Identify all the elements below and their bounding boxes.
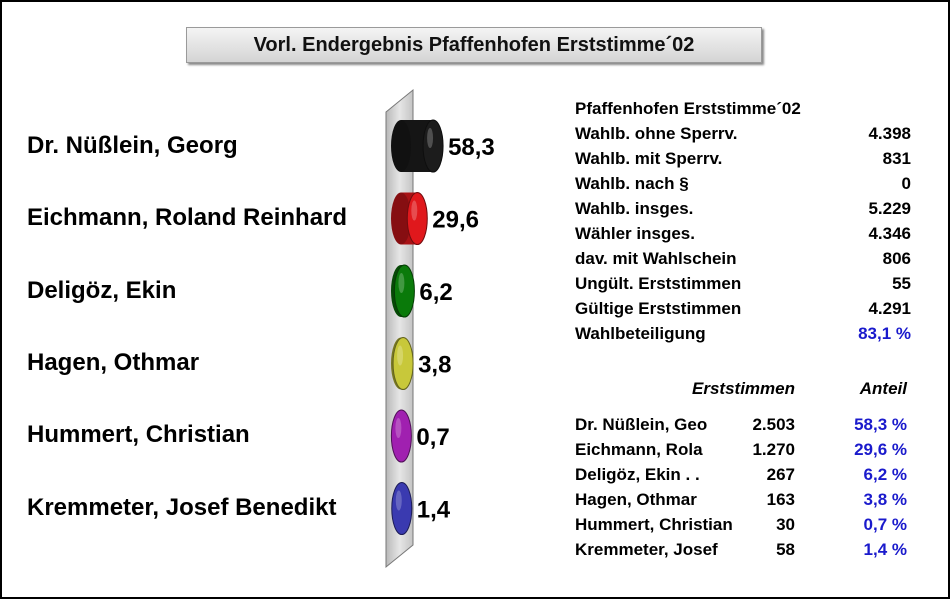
bar-2 — [391, 192, 428, 245]
value-label-6: 1,4 — [417, 497, 451, 524]
stat-row: Ungült. Erststimmen 55 — [575, 271, 911, 296]
bar-3 — [391, 264, 415, 318]
table-row: Dr. Nüßlein, Geo 2.503 58,3 % — [575, 412, 911, 437]
candidate-name-4: Hagen, Othmar — [27, 349, 200, 376]
stat-label: dav. mit Wahlschein — [575, 249, 737, 268]
result-votes: 2.503 — [752, 415, 795, 434]
candidate-name-3: Deligöz, Ekin — [27, 277, 177, 304]
bar-cap — [392, 337, 414, 390]
result-name: Eichmann, Rola — [575, 440, 703, 459]
stat-label: Wahlbeteiligung — [575, 324, 706, 343]
candidate-name-6: Kremmeter, Josef Benedikt — [27, 494, 337, 521]
result-votes: 30 — [776, 515, 795, 534]
candidate-name-5: Hummert, Christian — [27, 421, 250, 448]
stat-label: Gültige Erststimmen — [575, 299, 742, 318]
stat-value: 0 — [901, 174, 911, 193]
bar-cap — [390, 409, 412, 463]
bar-highlight — [397, 345, 404, 366]
results-table: Erststimmen Anteil Dr. Nüßlein, Geo 2.503… — [575, 376, 911, 562]
stat-row: Wahlb. ohne Sperrv. 4.398 — [575, 121, 911, 146]
result-share: 1,4 % — [863, 540, 907, 559]
result-votes: 1.270 — [752, 440, 795, 459]
bar-cap — [406, 192, 428, 245]
stat-value: 831 — [882, 149, 911, 168]
stat-row: Wahlb. insges. 5.229 — [575, 196, 911, 221]
value-label-1: 58,3 — [448, 134, 495, 161]
result-share: 58,3 % — [854, 415, 907, 434]
result-name: Dr. Nüßlein, Geo — [575, 415, 708, 434]
stat-value: 4.291 — [868, 299, 911, 318]
candidate-name-2: Eichmann, Roland Reinhard — [27, 204, 348, 231]
result-votes: 58 — [776, 540, 795, 559]
candidate-name-1: Dr. Nüßlein, Georg — [27, 132, 238, 159]
bar-highlight — [395, 490, 402, 511]
bar-1 — [391, 119, 444, 173]
bar-highlight — [427, 128, 434, 148]
column-header-share: Anteil — [859, 379, 907, 398]
stat-value: 83,1 % — [858, 324, 911, 343]
value-label-5: 0,7 — [416, 424, 449, 451]
bar-cap — [422, 119, 444, 173]
bar-highlight — [398, 273, 405, 293]
bar-base — [391, 120, 411, 172]
stat-value: 4.346 — [868, 224, 911, 243]
stat-label: Ungült. Erststimmen — [575, 274, 742, 293]
result-name: Hummert, Christian — [575, 515, 733, 534]
bar-4 — [391, 337, 414, 390]
column-header-votes: Erststimmen — [692, 379, 795, 398]
bar-5 — [390, 409, 412, 463]
result-votes: 163 — [766, 490, 795, 509]
result-share: 29,6 % — [854, 440, 907, 459]
result-votes: 267 — [766, 465, 795, 484]
stat-value: 55 — [892, 274, 911, 293]
chart-title: Vorl. Endergebnis Pfaffenhofen Erststimm… — [186, 27, 762, 63]
stat-value: 5.229 — [868, 199, 911, 218]
stat-row: Gültige Erststimmen 4.291 — [575, 296, 911, 321]
stat-row: Wähler insges. 4.346 — [575, 221, 911, 246]
table-row: Hagen, Othmar 163 3,8 % — [575, 487, 911, 512]
value-label-4: 3,8 — [418, 352, 451, 379]
table-row: Kremmeter, Josef 58 1,4 % — [575, 537, 911, 562]
table-row: Deligöz, Ekin . . 267 6,2 % — [575, 462, 911, 487]
result-share: 3,8 % — [863, 490, 907, 509]
stat-row: Wahlb. nach § 0 — [575, 171, 911, 196]
result-name: Hagen, Othmar — [575, 490, 697, 509]
result-name: Kremmeter, Josef — [575, 540, 718, 559]
bar-highlight — [395, 418, 402, 438]
stat-value: 806 — [882, 249, 911, 268]
results-header: Erststimmen Anteil — [575, 376, 911, 401]
statistics-panel: Pfaffenhofen Erststimme´02 Wahlb. ohne S… — [575, 96, 911, 346]
stat-label: Wahlb. nach § — [575, 174, 689, 193]
bar-cap — [391, 482, 413, 535]
bar-highlight — [411, 200, 418, 221]
result-share: 6,2 % — [863, 465, 907, 484]
stat-label: Wahlb. ohne Sperrv. — [575, 124, 738, 143]
stat-row: dav. mit Wahlschein 806 — [575, 246, 911, 271]
value-label-2: 29,6 — [432, 207, 479, 234]
bar-6 — [391, 482, 413, 535]
stat-value: 4.398 — [868, 124, 911, 143]
table-row: Hummert, Christian 30 0,7 % — [575, 512, 911, 537]
stat-row: Wahlb. mit Sperrv. 831 — [575, 146, 911, 171]
stat-label: Wahlb. insges. — [575, 199, 694, 218]
stat-row-turnout: Wahlbeteiligung 83,1 % — [575, 321, 911, 346]
result-share: 0,7 % — [863, 515, 907, 534]
value-label-3: 6,2 — [419, 279, 452, 306]
statistics-heading: Pfaffenhofen Erststimme´02 — [575, 99, 801, 118]
bar-base — [391, 192, 411, 245]
stat-label: Wahlb. mit Sperrv. — [575, 149, 723, 168]
stat-label: Wähler insges. — [575, 224, 695, 243]
table-row: Eichmann, Rola 1.270 29,6 % — [575, 437, 911, 462]
bar-cap — [393, 264, 415, 318]
result-name: Deligöz, Ekin . . — [575, 465, 700, 484]
